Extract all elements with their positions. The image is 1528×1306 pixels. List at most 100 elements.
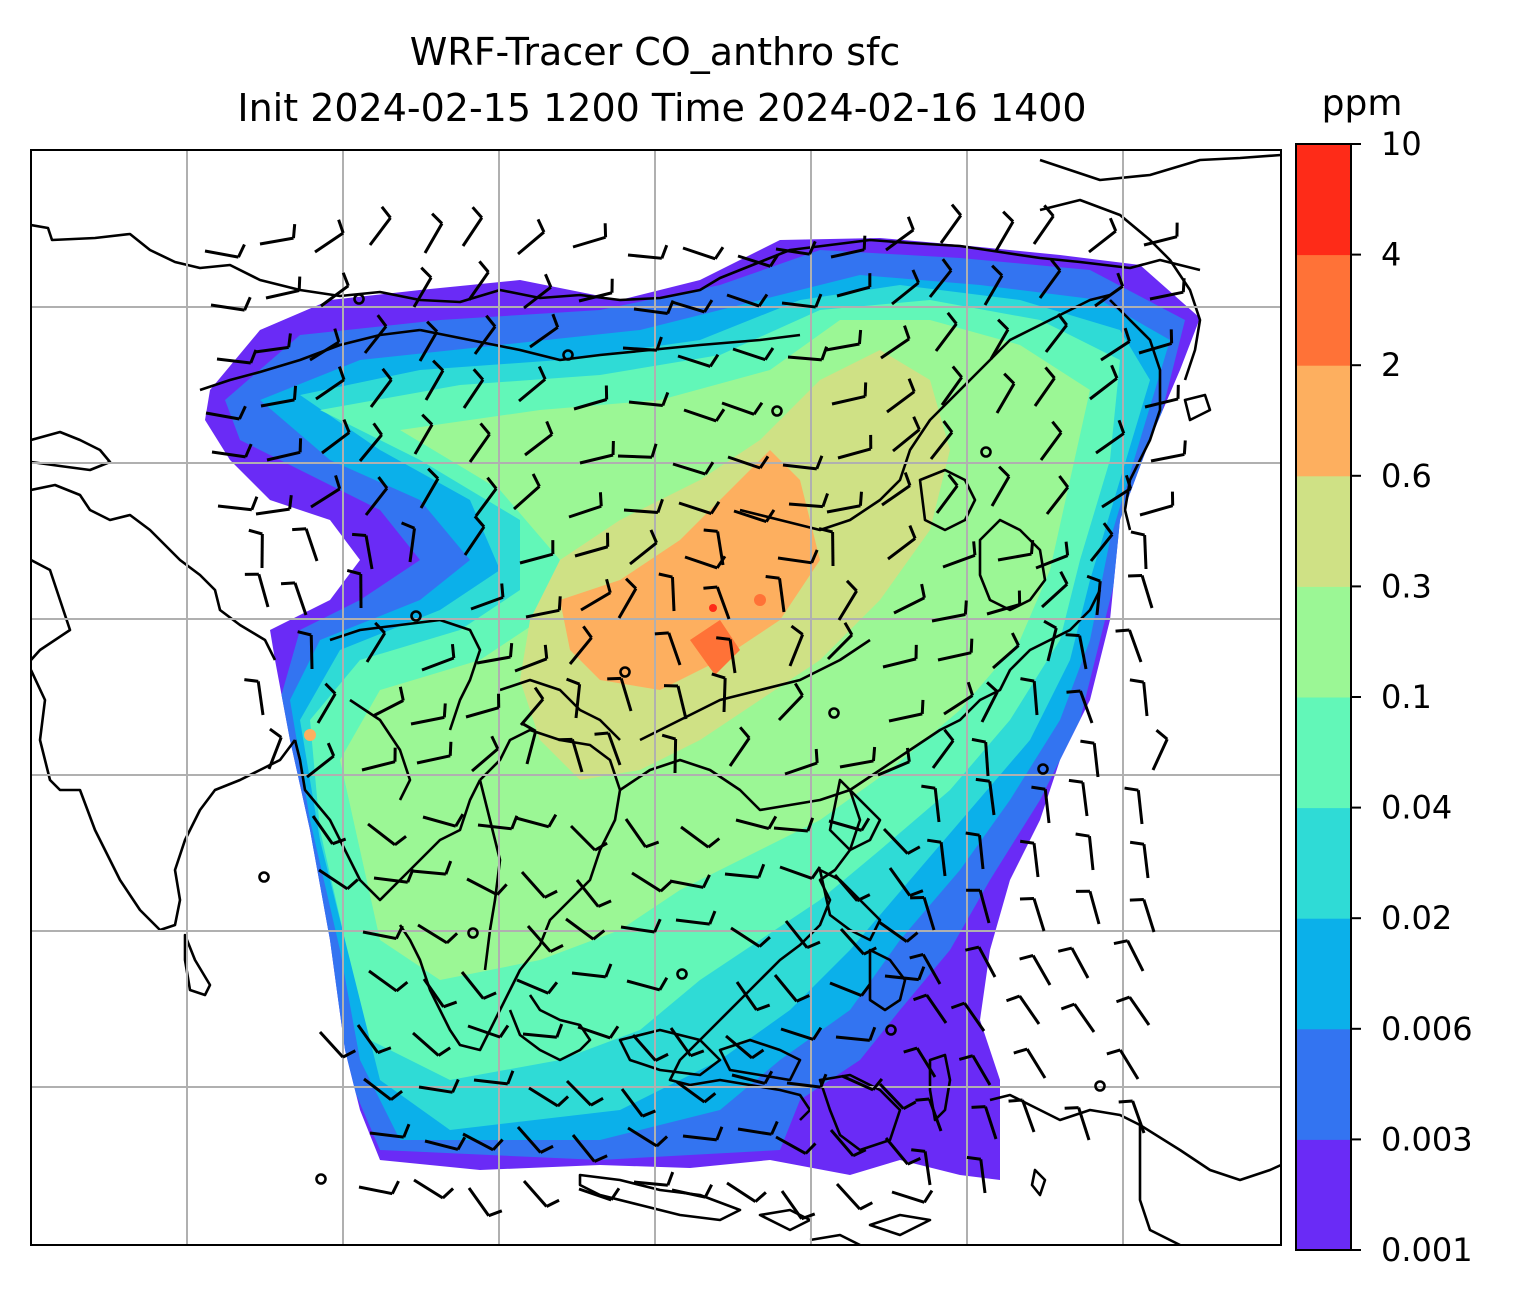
wind-barb bbox=[571, 963, 613, 979]
wind-barb bbox=[885, 216, 915, 252]
wind-barb bbox=[943, 681, 974, 716]
wind-barb bbox=[1138, 329, 1174, 355]
colorbar-tick-label: 0.6 bbox=[1381, 457, 1432, 495]
wind-barb bbox=[888, 867, 924, 898]
wind-barb bbox=[775, 240, 817, 256]
wind-barb bbox=[911, 1148, 932, 1186]
colorbar-level-block bbox=[1296, 144, 1351, 256]
wind-barb bbox=[716, 636, 737, 674]
wind-barb bbox=[724, 863, 766, 879]
calm-wind-marker bbox=[885, 1024, 897, 1036]
colorbar-tick-label: 0.006 bbox=[1381, 1010, 1473, 1048]
wind-barb bbox=[1044, 313, 1068, 353]
wind-barb bbox=[1040, 570, 1069, 609]
calm-wind-marker bbox=[676, 968, 688, 980]
wind-barb bbox=[368, 205, 392, 246]
wind-barb bbox=[259, 224, 297, 246]
wind-barb bbox=[826, 622, 854, 661]
wind-barb bbox=[831, 382, 868, 406]
wind-barb bbox=[1035, 541, 1070, 570]
wind-barb bbox=[518, 365, 547, 403]
wind-barb bbox=[421, 643, 456, 672]
wind-barb bbox=[1075, 889, 1101, 925]
wind-barb bbox=[631, 1034, 669, 1062]
wind-barb bbox=[877, 747, 911, 777]
wind-barb bbox=[683, 408, 726, 423]
wind-barb bbox=[422, 978, 458, 1009]
wind-barb bbox=[522, 1023, 564, 1039]
wind-barb bbox=[950, 1001, 986, 1032]
wind-barb bbox=[1020, 677, 1039, 716]
wind-barb bbox=[880, 325, 911, 360]
wind-barb bbox=[524, 420, 554, 457]
wind-barb bbox=[519, 686, 545, 726]
wind-barb bbox=[735, 981, 771, 1012]
wind-barb bbox=[580, 578, 612, 612]
wind-barb bbox=[829, 1129, 867, 1158]
co-hotspot bbox=[709, 604, 717, 612]
wind-barb bbox=[777, 549, 819, 565]
wind-barb bbox=[903, 1046, 937, 1078]
wind-barb bbox=[782, 455, 824, 471]
wind-barb bbox=[882, 827, 921, 855]
colorbar-tick-label: 2 bbox=[1381, 346, 1401, 384]
wind-barb bbox=[467, 1187, 503, 1218]
wind-barb bbox=[826, 491, 863, 514]
wind-barb bbox=[990, 465, 1011, 507]
wind-barb bbox=[1080, 739, 1100, 778]
wind-barb bbox=[958, 1054, 992, 1086]
wind-barb bbox=[410, 703, 447, 726]
wind-barb bbox=[835, 1026, 877, 1042]
wind-barb bbox=[737, 253, 780, 268]
wind-barb bbox=[463, 515, 486, 556]
wind-barb bbox=[934, 311, 958, 352]
wind-barb bbox=[1068, 778, 1089, 817]
wind-barb bbox=[727, 455, 770, 470]
colorbar-tick-label: 0.02 bbox=[1381, 899, 1452, 937]
map-frame bbox=[30, 149, 1282, 1246]
wind-barb bbox=[573, 385, 609, 411]
wind-barb bbox=[205, 405, 247, 421]
wind-barbs bbox=[204, 203, 1187, 1221]
colorbar-level-block bbox=[1296, 807, 1351, 919]
wind-barb bbox=[1031, 785, 1051, 824]
wind-barb bbox=[577, 1025, 620, 1040]
wind-barb bbox=[1039, 420, 1063, 461]
wind-barb bbox=[888, 699, 925, 723]
wind-barb bbox=[1019, 839, 1040, 878]
wind-barb bbox=[927, 838, 947, 877]
wind-barb bbox=[1057, 946, 1090, 979]
wind-barb bbox=[523, 273, 553, 310]
wind-barb bbox=[372, 686, 405, 718]
wind-barb bbox=[633, 1171, 675, 1187]
wind-barb bbox=[703, 585, 731, 620]
wind-barb bbox=[462, 368, 485, 409]
wind-barb bbox=[730, 926, 771, 948]
wind-barb bbox=[1033, 366, 1056, 407]
wind-barb bbox=[833, 874, 871, 903]
wind-barb bbox=[669, 1027, 705, 1058]
wind-barb bbox=[892, 416, 921, 453]
wind-barb bbox=[465, 693, 501, 719]
wind-barb bbox=[318, 1030, 357, 1059]
wind-barb bbox=[909, 952, 942, 985]
wind-barb bbox=[1150, 440, 1187, 463]
wind-barb bbox=[522, 1180, 560, 1208]
calm-wind-marker bbox=[353, 293, 365, 305]
wind-barb bbox=[1019, 954, 1052, 986]
wind-barb bbox=[1019, 897, 1046, 932]
wind-barb bbox=[971, 1105, 998, 1140]
wind-barb bbox=[422, 813, 465, 828]
wind-barb bbox=[975, 777, 996, 816]
wind-barb bbox=[351, 532, 374, 570]
wind-barb bbox=[315, 366, 346, 401]
wind-barb bbox=[363, 314, 388, 354]
colorbar-ticks: 0.001 0.003 0.006 0.02 0.04 0.1 0.3 0.6 2 4 10 bbox=[1351, 125, 1473, 1269]
wind-barb bbox=[654, 631, 682, 666]
wind-barb bbox=[1086, 574, 1102, 616]
wind-barb bbox=[1013, 1047, 1047, 1079]
wind-barb bbox=[779, 865, 822, 880]
wind-barb bbox=[669, 874, 711, 889]
wind-barb bbox=[419, 467, 440, 509]
wind-barb bbox=[731, 1070, 774, 1085]
